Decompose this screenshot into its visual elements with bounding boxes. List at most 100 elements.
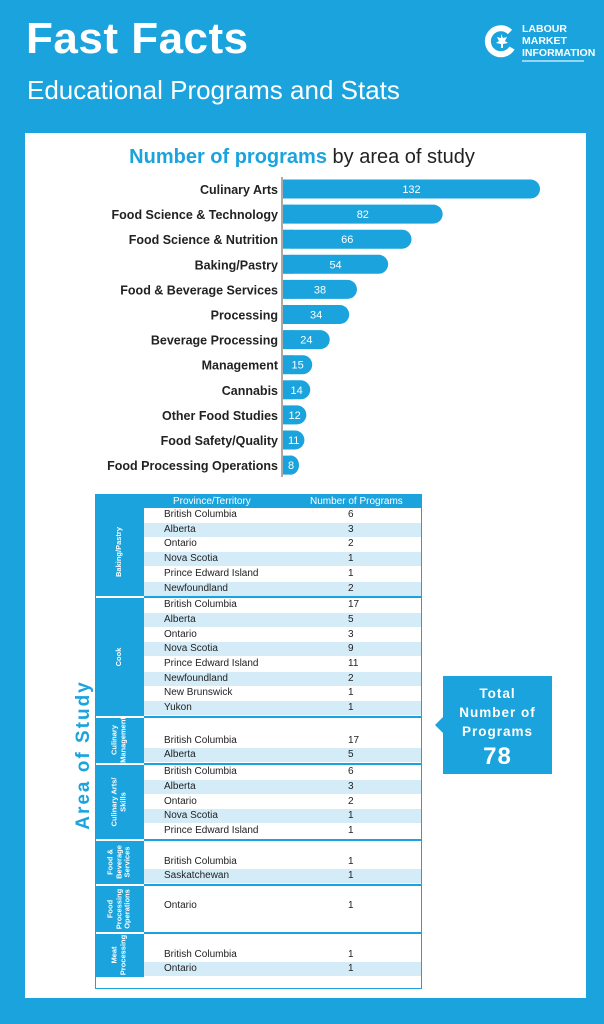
logo-line-2: MARKET — [522, 35, 567, 47]
group-separator — [144, 931, 421, 934]
programs-cell: 5 — [348, 749, 354, 761]
group-label: Culinary Management — [110, 718, 128, 764]
table-row: Nova Scotia 1 — [144, 552, 421, 567]
table-row: Alberta 5 — [144, 748, 421, 763]
group-label-line: Processing — [118, 935, 127, 976]
category-label: Culinary Arts — [200, 183, 278, 197]
table-group: Food Processing Operations Ontario 1 — [96, 886, 421, 932]
table-row: Newfoundland 2 — [144, 581, 421, 596]
group-label-line: Baking/Pastry — [113, 527, 123, 578]
province-cell: Prince Edward Island — [164, 657, 259, 669]
programs-cell: 2 — [348, 538, 354, 550]
value-label: 82 — [357, 209, 369, 221]
value-label: 66 — [341, 234, 353, 246]
value-label: 24 — [300, 335, 312, 347]
table-row: Prince Edward Island 11 — [144, 657, 421, 671]
chart-title: Number of programs by area of study — [0, 146, 604, 169]
group-separator — [144, 838, 421, 841]
table-row: Alberta 3 — [144, 779, 421, 794]
table-row: Ontario 1 — [144, 962, 421, 977]
table-row: Ontario 2 — [144, 537, 421, 551]
group-label: Culinary Arts/Skills — [110, 777, 128, 826]
table-group: Culinary Arts/Skills British Columbia 6 Alb… — [96, 765, 421, 839]
programs-cell: 6 — [348, 766, 354, 778]
programs-cell: 1 — [348, 567, 354, 579]
total-line-1: Total — [479, 686, 516, 701]
group-label: Food & Beverage Services — [105, 845, 132, 879]
programs-cell: 1 — [348, 870, 354, 882]
group-label: Cook — [114, 648, 124, 667]
table-row: British Columbia 6 — [144, 765, 421, 779]
province-cell: Ontario — [164, 538, 197, 550]
province-cell: British Columbia — [164, 509, 237, 520]
programs-cell: 3 — [348, 628, 354, 640]
province-cell: Alberta — [164, 780, 196, 792]
group-label-line: Services — [122, 846, 132, 878]
programs-table: Province/Territory Number of Programs Ba… — [95, 494, 422, 989]
programs-cell: 1 — [348, 824, 354, 836]
group-label-band — [96, 933, 144, 978]
category-label: Food & Beverage Services — [120, 283, 278, 297]
programs-cell: 1 — [348, 810, 354, 822]
province-cell: British Columbia — [164, 855, 237, 867]
category-label: Food Science & Technology — [112, 208, 279, 222]
programs-cell: 1 — [348, 553, 354, 565]
table-row: Yukon 1 — [144, 701, 421, 716]
group-label-band — [96, 598, 144, 716]
bar-base — [283, 430, 293, 450]
province-cell: Ontario — [164, 795, 197, 807]
page-subtitle: Educational Programs and Stats — [27, 75, 400, 105]
group-separator — [144, 715, 421, 718]
programs-cell: 1 — [348, 702, 354, 714]
province-cell: Prince Edward Island — [164, 567, 259, 579]
group-label-line: Operations — [122, 889, 132, 929]
programs-cell: 9 — [348, 643, 354, 655]
province-cell: Nova Scotia — [164, 553, 218, 565]
table-row: Nova Scotia 1 — [144, 809, 421, 824]
programs-cell: 1 — [348, 855, 354, 867]
table-group: Cook British Columbia 17 Alberta 5 Ontario 3 No… — [96, 598, 421, 716]
bar-base — [283, 229, 293, 249]
page-title: Fast Facts — [26, 14, 249, 63]
bar — [283, 279, 357, 299]
table-row: Ontario 1 — [144, 899, 421, 913]
province-cell: British Columbia — [164, 734, 237, 746]
programs-cell: 3 — [348, 780, 354, 792]
province-cell: Ontario — [164, 900, 197, 912]
logo-text: LABOUR MARKET INFORMATION — [522, 23, 595, 59]
group-label-band — [96, 765, 144, 839]
table-group: Culinary Management British Columbia 17 Albe… — [96, 718, 421, 763]
province-cell: Newfoundland — [164, 582, 228, 594]
category-label: Beverage Processing — [151, 334, 278, 348]
bar-base — [283, 455, 293, 475]
province-cell: British Columbia — [164, 599, 237, 611]
programs-cell: 11 — [348, 657, 359, 669]
bar-base — [283, 204, 293, 224]
table-row: British Columbia 17 — [144, 598, 421, 612]
bar — [283, 229, 412, 249]
value-label: 34 — [310, 310, 322, 322]
programs-cell: 2 — [348, 795, 354, 807]
programs-cell: 3 — [348, 523, 354, 535]
maple-leaf-icon — [484, 25, 515, 58]
total-value: 78 — [483, 743, 512, 770]
value-label: 38 — [314, 284, 326, 296]
bar — [283, 254, 389, 274]
table-header: Province/Territory Number of Programs — [96, 495, 421, 508]
total-line-2: Number of — [459, 705, 536, 720]
group-separator — [144, 884, 421, 887]
bar — [283, 179, 540, 199]
province-cell: Nova Scotia — [164, 810, 218, 822]
table-row: Alberta 3 — [144, 522, 421, 537]
programs-cell: 1 — [348, 948, 354, 960]
programs-cell: 2 — [348, 582, 354, 594]
chart-title-rest: by area of study — [326, 146, 475, 168]
group-label: Baking/Pastry — [113, 527, 124, 578]
logo-line-1: LABOUR — [522, 23, 567, 35]
bar-base — [283, 279, 293, 299]
table-row: British Columbia 1 — [144, 948, 421, 962]
programs-cell: 1 — [348, 687, 354, 699]
province-cell: Alberta — [164, 749, 196, 761]
category-label: Food Science & Nutrition — [129, 233, 278, 247]
table-row: Ontario 2 — [144, 795, 421, 809]
